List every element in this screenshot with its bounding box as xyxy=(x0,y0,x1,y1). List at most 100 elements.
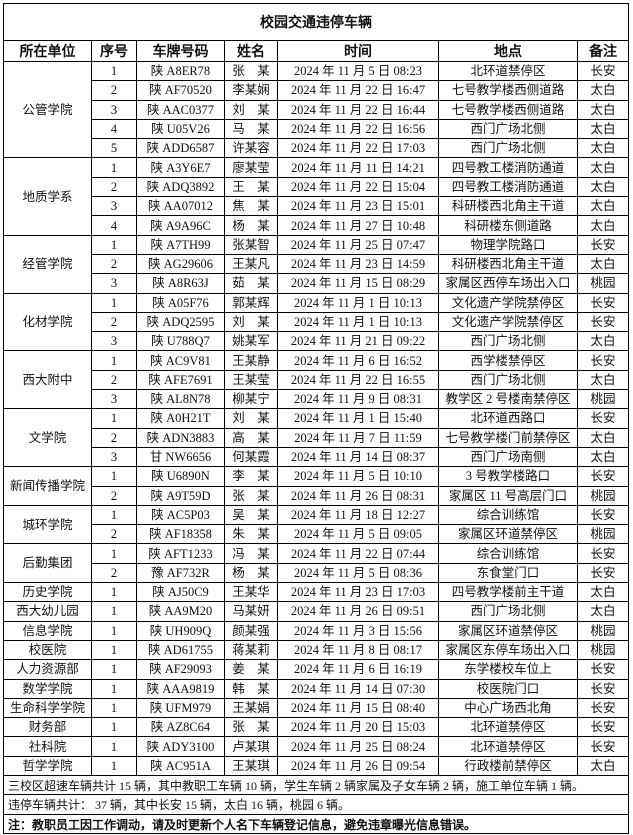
table-row: 数学学院 1 陕 AAA9819 韩 某 2024 年 11 月 14 日 07:30 校… xyxy=(3,678,630,699)
plate-cell: 陕 ADQ3892 xyxy=(136,176,225,198)
location-cell: 北环道禁停区 xyxy=(438,60,578,82)
time-cell: 2024 年 11 月 27 日 10:48 xyxy=(277,215,439,236)
location-cell: 七号教学楼西侧道路 xyxy=(438,80,578,101)
time-cell: 2024 年 11 月 6 日 16:52 xyxy=(277,350,439,371)
note-cell: 长安 xyxy=(576,350,630,371)
name-cell: 刘 某 xyxy=(224,99,278,120)
location-cell: 综合训练馆 xyxy=(438,543,578,564)
name-cell: 颜某强 xyxy=(224,620,278,641)
seq-cell: 1 xyxy=(91,466,137,487)
seq-cell: 2 xyxy=(91,176,137,198)
unit-cell: 新闻传播学院 xyxy=(3,466,92,506)
unit-cell: 后勤集团 xyxy=(3,543,92,584)
plate-cell: 陕 AD61755 xyxy=(136,639,225,661)
time-cell: 2024 年 11 月 26 日 08:31 xyxy=(277,485,439,506)
name-cell: 马某妍 xyxy=(224,601,278,622)
table-row: 新闻传播学院 1 陕 U6890N 李 某 2024 年 11 月 5 日 10:10 3… xyxy=(3,466,630,506)
time-cell: 2024 年 11 月 18 日 12:27 xyxy=(277,504,439,526)
name-cell: 刘 某 xyxy=(224,408,278,429)
seq-cell: 1 xyxy=(91,157,137,178)
plate-cell: 陕 A8R63J xyxy=(136,273,225,294)
name-cell: 郭某辉 xyxy=(224,292,278,313)
location-cell: 校医院门口 xyxy=(438,678,578,699)
plate-cell: 陕 AC5P03 xyxy=(136,504,225,526)
note-cell: 长安 xyxy=(576,311,630,333)
location-cell: 北环道禁停区 xyxy=(438,736,578,757)
name-cell: 王某华 xyxy=(224,582,278,603)
location-cell: 科研楼西北角主干道 xyxy=(438,196,578,217)
time-cell: 2024 年 11 月 23 日 17:03 xyxy=(277,582,439,603)
name-cell: 王某静 xyxy=(224,350,278,371)
table-row: 公管学院 1 陕 A8ER78 张 某 2024 年 11 月 5 日 08:23 北环道… xyxy=(3,60,630,159)
time-cell: 2024 年 11 月 22 日 16:56 xyxy=(277,118,439,140)
name-cell: 何某霞 xyxy=(224,446,278,468)
header-location: 地点 xyxy=(438,40,578,62)
unit-cell: 校医院 xyxy=(3,639,92,661)
unit-cell: 人力资源部 xyxy=(3,659,92,680)
time-cell: 2024 年 11 月 25 日 08:24 xyxy=(277,736,439,757)
table-row: 社科院 1 陕 ADY3100 卢某琪 2024 年 11 月 25 日 08:24 北环… xyxy=(3,736,630,757)
note-cell: 太白 xyxy=(576,427,630,448)
plate-cell: 陕 AG29606 xyxy=(136,253,225,275)
time-cell: 2024 年 11 月 26 日 09:51 xyxy=(277,601,439,622)
seq-cell: 3 xyxy=(91,196,137,217)
name-cell: 杨 某 xyxy=(224,562,278,584)
unit-cell: 西大幼儿园 xyxy=(3,601,92,622)
location-cell: 家属区 11 号高层门口 xyxy=(438,485,578,506)
note-cell: 桃园 xyxy=(576,389,630,410)
location-cell: 四号教工楼消防通道 xyxy=(438,157,578,178)
time-cell: 2024 年 11 月 5 日 08:23 xyxy=(277,60,439,82)
page-title: 校园交通违停车辆 xyxy=(2,3,630,41)
name-cell: 张 某 xyxy=(224,485,278,506)
plate-cell: 陕 AJ50C9 xyxy=(136,582,225,603)
unit-cell: 文学院 xyxy=(3,408,92,468)
plate-cell: 陕 A7TH99 xyxy=(136,234,225,255)
note-cell: 太白 xyxy=(576,755,630,776)
name-cell: 焦 某 xyxy=(224,196,278,217)
table-row: 经管学院 1 陕 A7TH99 张某智 2024 年 11 月 25 日 07:47 物理… xyxy=(3,234,630,294)
seq-cell: 2 xyxy=(91,80,137,101)
time-cell: 2024 年 11 月 15 日 08:29 xyxy=(277,273,439,294)
header-name: 姓名 xyxy=(224,40,278,62)
name-cell: 刘 某 xyxy=(224,311,278,333)
seq-cell: 1 xyxy=(91,543,137,564)
name-cell: 李 某 xyxy=(224,466,278,487)
table-row: 化材学院 1 陕 A05F76 郭某辉 2024 年 11 月 1 日 10:13 文化遗… xyxy=(3,292,630,352)
location-cell: 东食堂门口 xyxy=(438,562,578,584)
note-cell: 桃园 xyxy=(576,639,630,661)
note-cell: 长安 xyxy=(576,234,630,255)
plate-cell: 陕 AFT1233 xyxy=(136,543,225,564)
plate-cell: 陕 ADN3883 xyxy=(136,427,225,448)
note-cell: 太白 xyxy=(576,138,630,159)
time-cell: 2024 年 11 月 26 日 09:54 xyxy=(277,755,439,776)
plate-cell: 陕 AL8N78 xyxy=(136,389,225,410)
table-row: 文学院 1 陕 A0H21T 刘 某 2024 年 11 月 1 日 15:40 北环道西… xyxy=(3,408,630,468)
table-row: 地质学系 1 陕 A3Y6E7 廖某莹 2024 年 11 月 11 日 14:21 四号… xyxy=(3,157,630,236)
note-cell: 长安 xyxy=(576,466,630,487)
seq-cell: 2 xyxy=(91,427,137,448)
note-cell: 长安 xyxy=(576,697,630,719)
name-cell: 许某容 xyxy=(224,138,278,159)
location-cell: 西门广场北侧 xyxy=(438,118,578,140)
note-cell: 长安 xyxy=(576,60,630,82)
name-cell: 茹 某 xyxy=(224,273,278,294)
note-cell: 长安 xyxy=(576,543,630,564)
location-cell: 家属区东停车场出入口 xyxy=(438,639,578,661)
name-cell: 张 某 xyxy=(224,60,278,82)
time-cell: 2024 年 11 月 22 日 17:03 xyxy=(277,138,439,159)
unit-cell: 财务部 xyxy=(3,717,92,738)
plate-cell: 陕 AZ8C64 xyxy=(136,717,225,738)
time-cell: 2024 年 11 月 3 日 15:56 xyxy=(277,620,439,641)
location-cell: 西门广场北侧 xyxy=(438,331,578,352)
plate-cell: 陕 U6890N xyxy=(136,466,225,487)
plate-cell: 陕 UH909Q xyxy=(136,620,225,641)
seq-cell: 3 xyxy=(91,331,137,352)
name-cell: 李某娴 xyxy=(224,80,278,101)
